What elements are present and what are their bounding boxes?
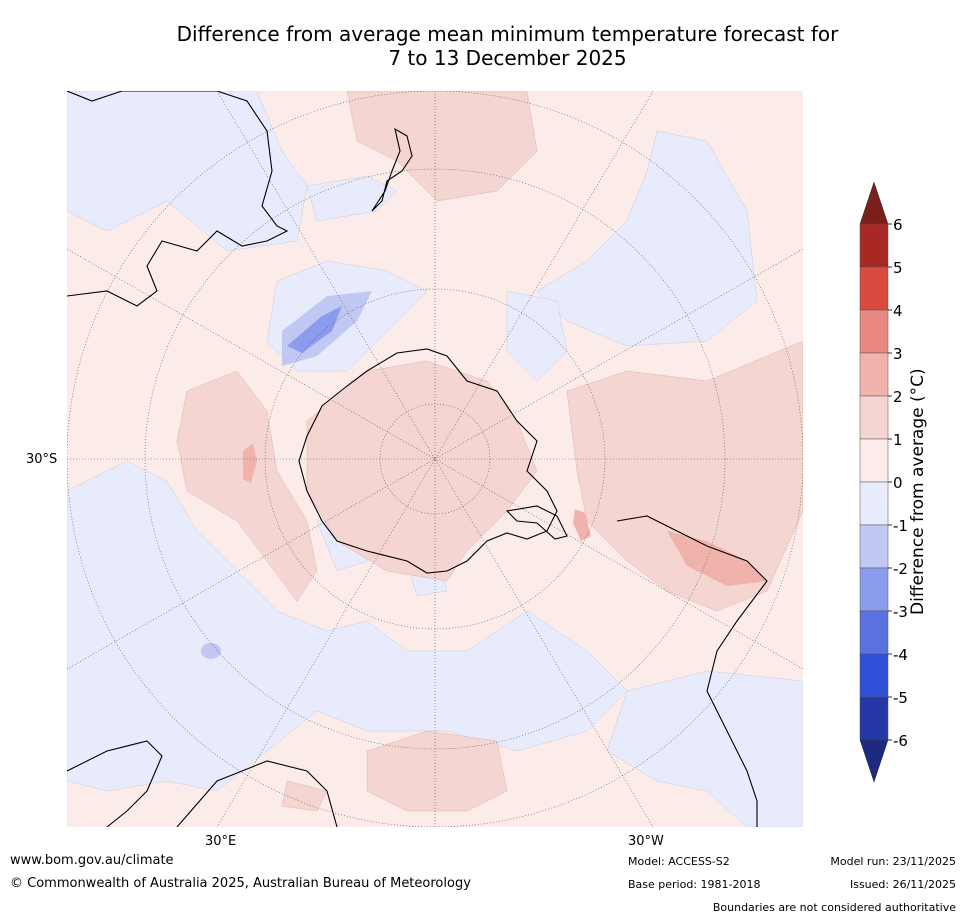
map-title: Difference from average mean minimum tem…	[100, 22, 915, 70]
title-line-1: Difference from average mean minimum tem…	[176, 22, 839, 46]
colorbar-tick-label: -6	[893, 732, 908, 750]
colorbar-tick-label: 1	[893, 431, 903, 449]
madagascar-region-coast	[176, 760, 338, 827]
colorbar-tick-label: 4	[893, 302, 903, 320]
antarctica-coast	[298, 348, 558, 574]
colorbar-tick-label: 3	[893, 345, 903, 363]
colorbar-segment	[859, 223, 889, 268]
base-period-info: Base period: 1981-2018	[628, 878, 761, 891]
issued-info: Issued: 26/11/2025	[849, 878, 956, 891]
colorbar-segment	[859, 309, 889, 354]
polar-map	[67, 91, 803, 827]
colorbar-under-arrow	[859, 739, 889, 783]
website-link[interactable]: www.bom.gov.au/climate	[10, 853, 174, 868]
colorbar-tick-label: -5	[893, 689, 908, 707]
colorbar-tick-label: 2	[893, 388, 903, 406]
south-america-coast	[616, 515, 768, 827]
colorbar-tick-label: 5	[893, 259, 903, 277]
lat-label-30s: 30°S	[26, 452, 58, 467]
colorbar-svg: 6 5 4 3 2 1 0 -1 -2 -3 -4 -5 -6	[859, 181, 908, 783]
colorbar-tick-label: -3	[893, 603, 908, 621]
colorbar-tick-label: 6	[893, 216, 903, 234]
map-canvas	[67, 91, 803, 827]
peninsula-coast	[505, 505, 568, 540]
model-run-info: Model run: 23/11/2025	[830, 855, 956, 868]
new-zealand-coast	[371, 127, 413, 212]
colorbar-segment	[859, 438, 889, 483]
colorbar-segment	[859, 524, 889, 569]
colorbar-tick-label: -1	[893, 517, 908, 535]
disclaimer-text: Boundaries are not considered authoritat…	[712, 901, 956, 914]
colorbar-segment	[859, 266, 889, 311]
colorbar-segment	[859, 653, 889, 698]
copyright-text: © Commonwealth of Australia 2025, Austra…	[10, 876, 471, 891]
africa-coast	[67, 740, 163, 827]
colorbar-segment	[859, 481, 889, 526]
colorbar-title: Difference from average (°C)	[908, 368, 928, 615]
colorbar: 6 5 4 3 2 1 0 -1 -2 -3 -4 -5 -6	[855, 180, 965, 785]
colorbar-tick-label: 0	[893, 474, 903, 492]
australia-coast	[67, 91, 289, 307]
colorbar-segment	[859, 567, 889, 612]
colorbar-tick-label: -2	[893, 560, 908, 578]
anomaly-warm-moderate	[176, 91, 803, 812]
model-info: Model: ACCESS-S2	[628, 855, 730, 868]
lon-label-30e: 30°E	[205, 834, 237, 849]
colorbar-segment	[859, 610, 889, 655]
colorbar-tick-label: -4	[893, 646, 908, 664]
anomaly-cool-strong	[287, 306, 342, 353]
lon-label-30w: 30°W	[628, 834, 664, 849]
colorbar-segment	[859, 352, 889, 397]
coastlines	[67, 91, 768, 827]
colorbar-segment	[859, 696, 889, 741]
colorbar-segment	[859, 395, 889, 440]
title-line-2: 7 to 13 December 2025	[388, 46, 627, 70]
colorbar-over-arrow	[859, 181, 889, 225]
anomaly-warm-strong	[243, 443, 767, 586]
graticule	[67, 91, 803, 827]
